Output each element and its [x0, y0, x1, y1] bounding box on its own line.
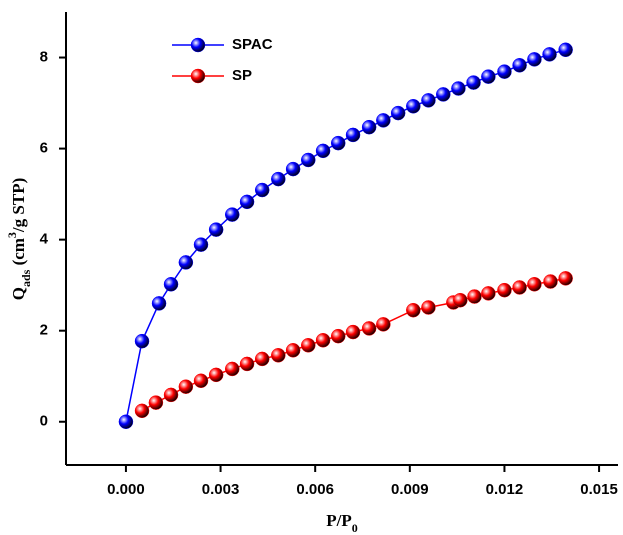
y-tick-label: 4 [40, 231, 49, 248]
marker [406, 302, 421, 318]
marker [466, 75, 481, 90]
label-part: P/P [326, 511, 352, 530]
marker [193, 373, 209, 389]
marker [315, 333, 331, 348]
marker [254, 182, 270, 198]
marker [345, 324, 361, 340]
marker [163, 387, 179, 403]
marker [558, 42, 573, 58]
x-tick-label: 0.003 [202, 481, 240, 498]
marker [481, 69, 496, 84]
label-part: (cm [9, 238, 28, 270]
x-tick-label: 0.000 [107, 481, 145, 498]
legend-marker [190, 37, 206, 53]
marker [558, 271, 573, 286]
marker [271, 348, 286, 363]
label-part: 3 [5, 232, 19, 238]
legend-marker [190, 68, 206, 84]
x-tick-label: 0.009 [391, 481, 429, 498]
marker [151, 296, 167, 311]
label-part: Q [9, 287, 28, 300]
marker [163, 277, 179, 292]
marker [300, 338, 316, 353]
x-axis-label: P/P0 [326, 511, 358, 535]
y-axis-label: Qads (cm3/g STP) [5, 178, 33, 301]
marker [467, 289, 482, 304]
marker [436, 87, 451, 102]
marker [224, 207, 240, 222]
marker [134, 333, 150, 349]
marker [193, 237, 209, 252]
marker [208, 222, 224, 237]
marker [330, 135, 346, 151]
marker [376, 317, 391, 332]
y-tick-label: 2 [40, 322, 48, 339]
series-line [141, 277, 566, 412]
x-tick-label: 0.012 [486, 481, 524, 498]
marker [178, 379, 194, 394]
marker [361, 119, 377, 135]
marker [453, 292, 468, 308]
marker [285, 161, 301, 177]
marker [148, 395, 164, 410]
marker [315, 143, 331, 159]
marker [239, 194, 255, 210]
marker [345, 127, 361, 143]
marker [512, 280, 527, 295]
marker [451, 81, 466, 96]
marker [543, 274, 558, 289]
marker [224, 361, 240, 377]
marker [542, 47, 557, 62]
marker [390, 105, 406, 121]
marker [376, 113, 391, 128]
marker [178, 255, 194, 270]
marker [406, 98, 421, 114]
marker [271, 171, 286, 187]
marker [497, 282, 512, 298]
x-tick-label: 0.015 [580, 481, 618, 498]
marker [300, 152, 316, 168]
marker [497, 64, 512, 79]
marker [239, 356, 255, 372]
marker [481, 286, 496, 301]
marker [421, 300, 436, 315]
series-line [125, 49, 566, 422]
marker [134, 403, 150, 419]
y-tick-label: 0 [40, 413, 48, 430]
label-part: /g STP) [9, 178, 28, 233]
marker [118, 414, 134, 429]
marker [527, 52, 542, 67]
y-tick-label: 8 [40, 48, 48, 65]
marker [330, 328, 346, 344]
label-part: ads [19, 269, 33, 287]
legend-label: SP [232, 67, 252, 84]
marker [527, 277, 542, 292]
label-part: 0 [352, 521, 358, 535]
marker [285, 343, 301, 358]
marker [361, 321, 377, 336]
legend-label: SPAC [232, 36, 273, 53]
marker [512, 58, 527, 73]
marker [208, 367, 224, 383]
y-tick-label: 6 [40, 140, 48, 157]
marker [421, 93, 436, 108]
marker [254, 351, 270, 367]
x-tick-label: 0.006 [296, 481, 334, 498]
